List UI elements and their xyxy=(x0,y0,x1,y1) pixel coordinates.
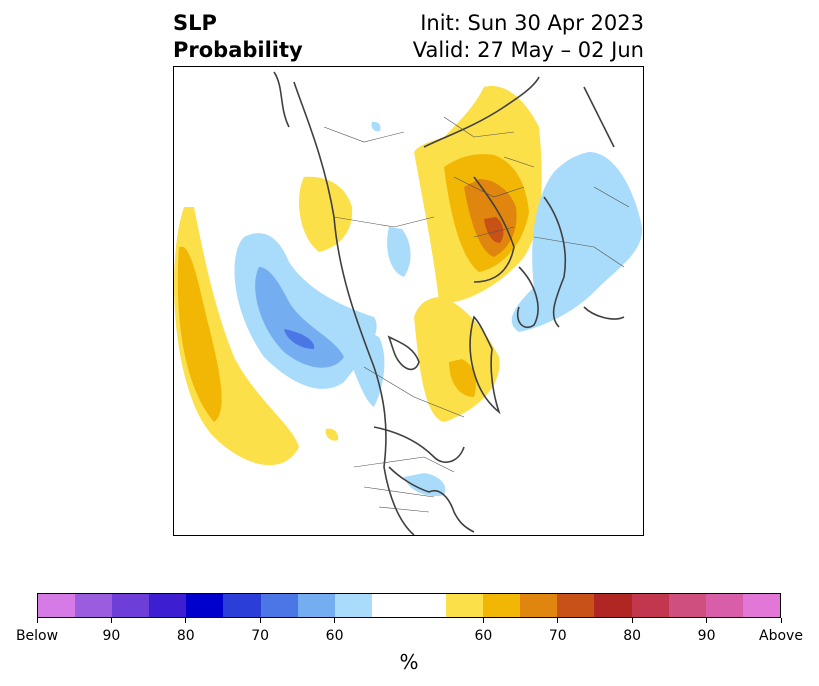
colorbar-segment xyxy=(75,594,113,617)
colorbar-segment xyxy=(334,594,372,617)
colorbar-tick-mark xyxy=(780,618,782,623)
greenland-above-mid xyxy=(449,359,476,397)
colorbar-tick-mark xyxy=(185,618,187,623)
colorbar-segment xyxy=(705,594,743,617)
colorbar-label: % xyxy=(399,650,419,674)
colorbar-tick-label: 90 xyxy=(102,628,121,644)
map-canvas xyxy=(174,71,643,535)
siberia-above-darker xyxy=(484,217,504,243)
title-line-1: SLP xyxy=(173,11,217,35)
colorbar-segment xyxy=(149,594,187,617)
colorbar-tick-mark xyxy=(36,618,38,623)
map-dates: Init: Sun 30 Apr 2023 Valid: 27 May – 02… xyxy=(413,10,644,64)
colorbar xyxy=(37,593,781,618)
title-line-2: Probability xyxy=(173,38,303,62)
colorbar-tick-label: 70 xyxy=(548,628,567,644)
colorbar-segment xyxy=(371,594,409,617)
colorbar-tick-mark xyxy=(334,618,336,623)
alaska-below-light xyxy=(234,233,377,389)
alaska-below-mid xyxy=(255,267,344,368)
colorbar-segment xyxy=(112,594,150,617)
map-title: SLP Probability xyxy=(173,10,303,64)
colorbar-tick-mark xyxy=(110,618,112,623)
arctic-below-1 xyxy=(387,227,411,277)
colorbar-segment xyxy=(742,594,780,617)
colorbar-tick-mark xyxy=(482,618,484,623)
colorbar-segment xyxy=(408,594,447,617)
init-date: Init: Sun 30 Apr 2023 xyxy=(420,11,644,35)
colorbar-segment xyxy=(520,594,558,617)
colorbar-tick-label: 60 xyxy=(474,628,493,644)
colorbar-tick-label: 80 xyxy=(623,628,642,644)
colorbar-tick-label: 90 xyxy=(697,628,716,644)
colorbar-tick-label: Above xyxy=(759,628,803,644)
colorbar-tick-mark xyxy=(631,618,633,623)
pacific-above-mid xyxy=(177,247,222,422)
colorbar-tick-label: Below xyxy=(15,628,59,644)
colorbar-tick-label: 60 xyxy=(325,628,344,644)
se-us-below xyxy=(404,473,446,497)
coastlines xyxy=(273,71,625,535)
colorbar-tick-mark xyxy=(706,618,708,623)
colorbar-segment xyxy=(38,594,76,617)
alaska-below-dark xyxy=(284,329,315,349)
colorbar-segment xyxy=(594,594,632,617)
colorbar-segment xyxy=(631,594,669,617)
colorbar-segment xyxy=(260,594,298,617)
colorbar-segment xyxy=(223,594,261,617)
colorbar-tick-label: 70 xyxy=(251,628,270,644)
colorbar-segment xyxy=(297,594,335,617)
colorbar-segment xyxy=(557,594,595,617)
colorbar-segment xyxy=(186,594,224,617)
colorbar-segment xyxy=(668,594,706,617)
valid-range: Valid: 27 May – 02 Jun xyxy=(412,38,644,62)
colorbar-segment xyxy=(446,594,484,617)
colorbar-segment xyxy=(483,594,521,617)
colorbar-tick-label: 80 xyxy=(176,628,195,644)
borders xyxy=(323,116,630,513)
arctic-below-2 xyxy=(371,121,381,132)
hudson-above xyxy=(299,176,353,252)
colorbar-tick-mark xyxy=(557,618,559,623)
greenland-above-light xyxy=(414,297,500,422)
probability-map xyxy=(173,66,644,536)
westcoast-above xyxy=(325,428,339,441)
colorbar-tick-mark xyxy=(259,618,261,623)
canada-below-light xyxy=(334,326,385,407)
